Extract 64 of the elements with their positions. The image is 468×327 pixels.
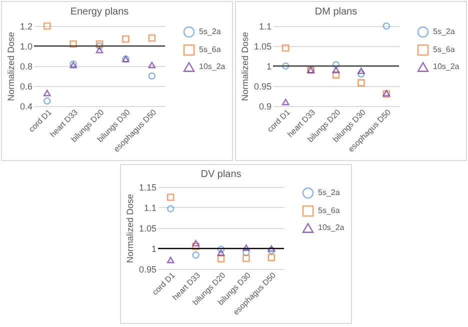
point [382,22,390,30]
point [282,44,290,52]
y-tick-label: 1 [151,244,156,254]
point [166,194,174,201]
legend-label: 5s_6a [318,206,340,215]
point [358,68,365,74]
y-tick-label: 1.2 [20,22,32,32]
chart-title: Energy plans [70,6,129,18]
y-tick-label: 1.0 [20,42,32,52]
point [332,66,340,74]
point [192,251,200,259]
legend-label: 5s_6a [433,45,456,54]
legend-label: 5s_6a [199,45,222,54]
point [43,97,51,105]
y-tick-label: 1.1 [258,22,272,32]
point [282,62,290,70]
legend-label: 10s_2a [433,62,460,71]
legend-label: 5s_2a [199,27,222,36]
y-tick-label: 1.05 [254,42,272,52]
point [148,34,156,42]
point [96,46,104,54]
y-axis-title: Normalized Dose [6,32,16,102]
point [282,98,290,106]
legend-label: 5s_2a [318,188,340,197]
y-tick-label: 1 [266,62,272,72]
point [268,246,276,254]
y-tick-label: 0.8 [20,62,32,72]
point [122,35,130,43]
legend-label: 10s_2a [318,223,345,232]
point [358,70,365,78]
point [242,248,250,256]
point [217,255,225,262]
y-tick-label: 1.1 [144,203,156,213]
y-tick-label: 0.9 [258,102,272,112]
y-axis-title: Normalized Dose [124,194,135,264]
point [192,242,200,250]
point [166,256,174,264]
point [332,61,340,68]
point [242,244,250,251]
point [192,240,200,246]
point [217,249,225,256]
y-tick-label: 0.4 [20,102,32,112]
y-tick-label: 1.05 [138,224,156,234]
point [217,246,225,253]
point [358,79,365,86]
point [43,90,51,96]
legend-label: 5s_2a [433,27,456,36]
legend-label: 10s_2a [199,62,226,71]
chart-title: DV plans [200,169,242,180]
point [268,254,276,262]
y-tick-label: 0.95 [138,264,156,274]
y-tick-label: 0.6 [20,82,32,92]
point [148,72,156,80]
y-axis-title: Normalized Dose [240,32,250,102]
point [166,205,174,212]
point [332,71,340,78]
point [148,62,156,68]
point [43,22,51,30]
point [70,40,77,48]
point [268,245,276,252]
point [242,254,250,262]
y-tick-label: 1.15 [138,182,156,192]
y-tick-label: 0.95 [254,82,272,92]
chart-title: DM plans [314,6,358,18]
